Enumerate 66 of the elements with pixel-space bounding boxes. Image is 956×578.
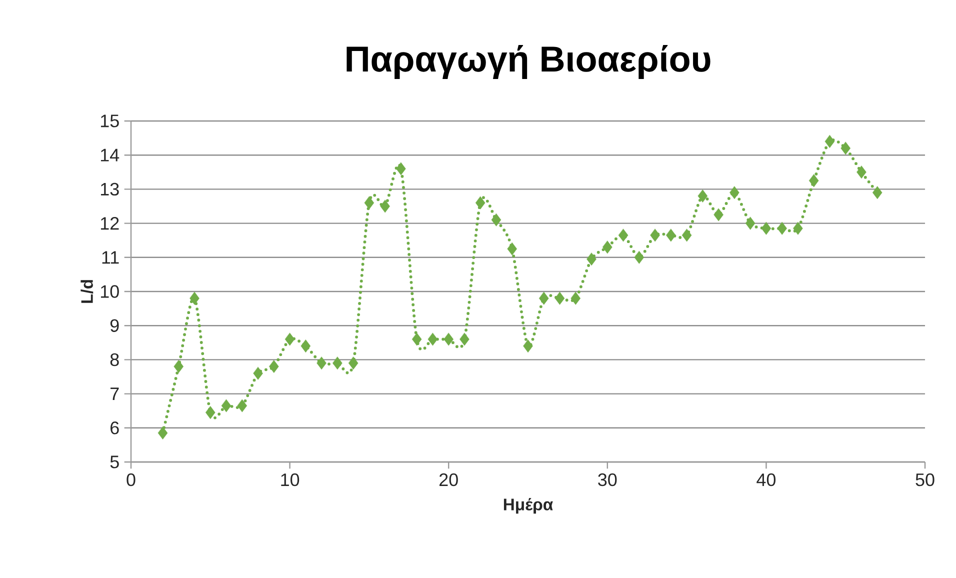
point xyxy=(507,242,517,256)
point xyxy=(777,222,787,235)
point xyxy=(602,240,612,254)
point xyxy=(158,426,168,440)
point xyxy=(554,292,565,305)
point xyxy=(808,174,819,188)
y-tick-label: 11 xyxy=(102,251,119,264)
point xyxy=(856,166,866,179)
point xyxy=(824,134,835,148)
point xyxy=(523,340,533,353)
point xyxy=(269,360,279,373)
y-tick-label: 15 xyxy=(100,114,119,128)
point xyxy=(840,142,850,155)
y-tick-label: 6 xyxy=(110,422,119,434)
y-tick-label: 14 xyxy=(100,148,120,162)
point xyxy=(396,162,406,176)
point xyxy=(348,356,358,370)
point xyxy=(872,186,882,200)
point xyxy=(380,200,390,213)
y-tick-label: 5 xyxy=(110,456,119,468)
point xyxy=(428,332,438,346)
point xyxy=(316,356,326,370)
point xyxy=(570,292,581,305)
point xyxy=(332,356,342,370)
x-tick-label: 30 xyxy=(598,473,617,486)
x-tick-label: 0 xyxy=(126,473,136,486)
point xyxy=(174,360,184,373)
point xyxy=(682,228,692,242)
y-tick-label: 12 xyxy=(100,217,119,230)
point xyxy=(475,196,486,210)
y-tick-label: 7 xyxy=(110,388,119,400)
point xyxy=(364,196,374,210)
point xyxy=(618,228,628,242)
point xyxy=(460,332,470,346)
point xyxy=(650,228,660,242)
point xyxy=(539,292,549,305)
point xyxy=(206,406,216,420)
y-tick-label: 10 xyxy=(100,285,119,298)
y-tick-label: 9 xyxy=(110,319,119,332)
y-tick-label: 13 xyxy=(100,182,119,196)
point xyxy=(284,332,295,346)
y-axis-title: L/d xyxy=(80,280,94,303)
point xyxy=(586,252,596,266)
point xyxy=(666,228,676,242)
point xyxy=(698,190,708,202)
x-tick-label: 20 xyxy=(439,473,458,486)
point xyxy=(190,292,200,305)
chart-title: Παραγωγή Βιοαερίου xyxy=(346,44,710,79)
point xyxy=(634,250,644,264)
y-tick-label: 8 xyxy=(110,353,119,366)
x-tick-label: 50 xyxy=(916,473,934,486)
point xyxy=(412,332,422,346)
point xyxy=(237,399,248,412)
point xyxy=(745,216,756,230)
point xyxy=(221,399,232,412)
point xyxy=(761,222,772,235)
x-tick-label: 10 xyxy=(281,473,300,486)
point xyxy=(300,340,311,353)
point xyxy=(253,366,263,380)
point xyxy=(491,213,502,226)
point xyxy=(444,332,454,346)
x-tick-label: 40 xyxy=(756,473,776,486)
point xyxy=(793,222,803,235)
point xyxy=(730,186,740,200)
point xyxy=(714,208,724,222)
x-axis-title: Ημέρα xyxy=(504,498,553,514)
